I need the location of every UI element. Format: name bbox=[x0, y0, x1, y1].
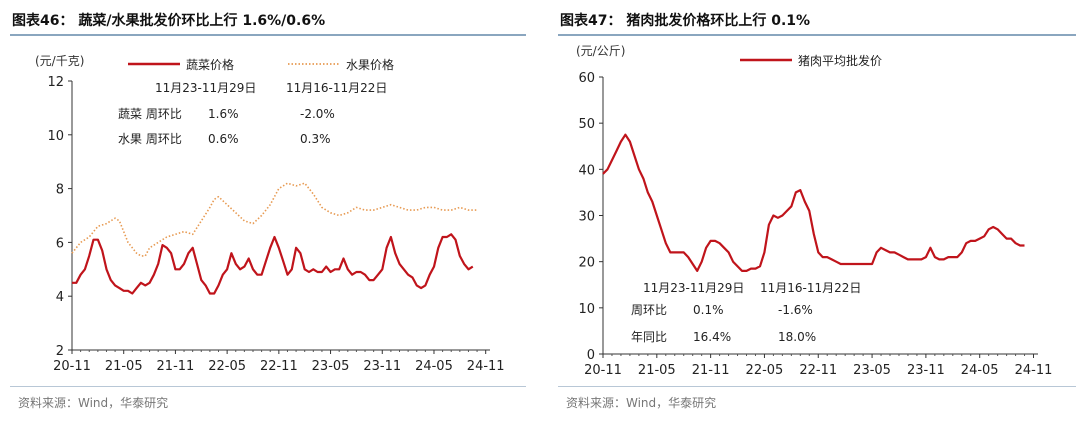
right-annotation-date: 11月23-11月29日 bbox=[643, 281, 744, 295]
left-ytick-label: 8 bbox=[56, 183, 64, 198]
right-chart-svg: (元/公斤) 0 10 20 30 40 50 60 20-11 21-05 21-11 22-05… bbox=[576, 44, 1053, 378]
right-ytick-label: 30 bbox=[578, 210, 595, 225]
right-footer-rule bbox=[558, 386, 1076, 387]
right-xtick-label: 22-11 bbox=[799, 363, 837, 378]
right-ytick-label: 40 bbox=[578, 163, 595, 178]
left-annotation-value: 1.6% bbox=[208, 107, 239, 121]
right-chart-title: 图表47： 猪肉批发价格环比上行 0.1% bbox=[560, 13, 811, 29]
left-xtick-label: 24-11 bbox=[467, 359, 505, 374]
left-annotation-value: -2.0% bbox=[300, 107, 335, 121]
right-annotation-value: 16.4% bbox=[693, 330, 731, 344]
left-xtick-label: 23-11 bbox=[363, 359, 401, 374]
left-source: 资料来源：Wind，华泰研究 bbox=[18, 396, 169, 410]
right-annotation-label: 周环比 bbox=[631, 303, 667, 317]
right-xtick-label: 21-05 bbox=[638, 363, 676, 378]
left-annotation-date: 11月16-11月22日 bbox=[286, 81, 387, 95]
left-xtick-label: 21-05 bbox=[105, 359, 143, 374]
left-series-line-0 bbox=[72, 233, 474, 295]
left-xtick-label: 22-05 bbox=[208, 359, 246, 374]
left-ytick-label: 12 bbox=[47, 75, 64, 90]
right-ylabel: (元/公斤) bbox=[576, 44, 625, 58]
left-ytick-label: 6 bbox=[56, 236, 64, 251]
left-xtick-label: 24-05 bbox=[415, 359, 453, 374]
left-chart-panel: 图表46： 蔬菜/水果批发价环比上行 1.6%/0.6% (元/千克) 2 4 6 8… bbox=[0, 0, 530, 431]
right-series-line-0 bbox=[602, 133, 1025, 272]
right-title-rule bbox=[558, 34, 1076, 36]
left-xtick-label: 20-11 bbox=[53, 359, 91, 374]
left-footer-rule bbox=[10, 386, 526, 387]
right-annotation-value: 18.0% bbox=[778, 330, 816, 344]
left-xtick-label: 22-11 bbox=[260, 359, 298, 374]
right-chart-panel: 图表47： 猪肉批发价格环比上行 0.1% (元/公斤) 0 10 20 30 40 50… bbox=[548, 0, 1080, 431]
right-ytick-label: 20 bbox=[578, 256, 595, 271]
left-xtick-label: 21-11 bbox=[157, 359, 195, 374]
left-legend-label-0: 蔬菜价格 bbox=[186, 57, 234, 72]
left-xtick-label: 23-05 bbox=[312, 359, 350, 374]
left-series-line-1 bbox=[71, 182, 478, 257]
right-ytick-label: 60 bbox=[578, 71, 595, 86]
right-ytick-label: 10 bbox=[578, 302, 595, 317]
right-legend-label-0: 猪肉平均批发价 bbox=[798, 53, 882, 68]
left-annotation-label: 蔬菜 周环比 bbox=[118, 107, 182, 121]
left-ytick-label: 2 bbox=[56, 344, 64, 359]
right-xtick-label: 23-05 bbox=[853, 363, 891, 378]
right-source: 资料来源：Wind，华泰研究 bbox=[566, 396, 717, 410]
left-ytick-label: 4 bbox=[56, 290, 64, 305]
left-chart-svg: (元/千克) 2 4 6 8 10 12 20-11 21-05 21-11 22-05 22-11… bbox=[35, 54, 505, 374]
left-annotation-value: 0.3% bbox=[300, 132, 331, 146]
right-xtick-label: 20-11 bbox=[584, 363, 622, 378]
left-chart-title: 图表46： 蔬菜/水果批发价环比上行 1.6%/0.6% bbox=[12, 13, 326, 29]
left-annotation-date: 11月23-11月29日 bbox=[155, 81, 256, 95]
right-ytick-label: 50 bbox=[578, 117, 595, 132]
left-ylabel: (元/千克) bbox=[35, 54, 84, 68]
right-annotation-label: 年同比 bbox=[631, 330, 667, 344]
right-ytick-label: 0 bbox=[587, 348, 595, 363]
right-xtick-label: 22-05 bbox=[746, 363, 784, 378]
left-title-rule bbox=[10, 34, 526, 36]
right-xtick-label: 24-05 bbox=[961, 363, 999, 378]
left-annotation-label: 水果 周环比 bbox=[118, 132, 182, 146]
right-annotation-value: -1.6% bbox=[778, 303, 813, 317]
right-xtick-label: 23-11 bbox=[907, 363, 945, 378]
left-annotation-value: 0.6% bbox=[208, 132, 239, 146]
right-xtick-label: 21-11 bbox=[692, 363, 730, 378]
right-annotation-date: 11月16-11月22日 bbox=[760, 281, 861, 295]
right-xtick-label: 24-11 bbox=[1015, 363, 1053, 378]
right-annotation-value: 0.1% bbox=[693, 303, 724, 317]
left-legend-label-1: 水果价格 bbox=[346, 57, 394, 72]
left-ytick-label: 10 bbox=[47, 129, 64, 144]
